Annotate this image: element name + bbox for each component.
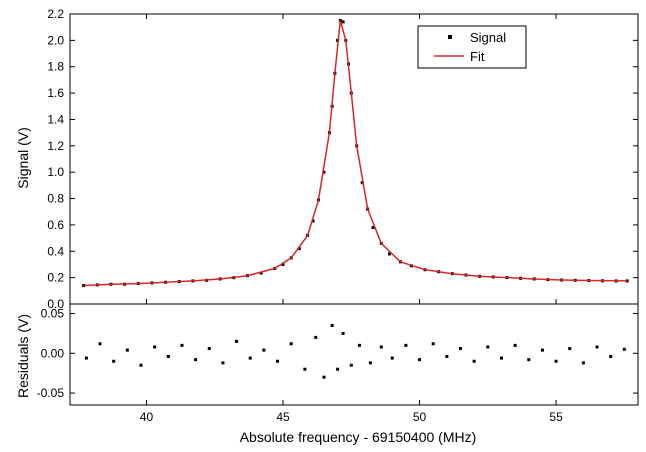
residual-point bbox=[341, 331, 345, 335]
main-y-tick-label: 0.8 bbox=[47, 192, 64, 206]
main-y-tick-label: 2.2 bbox=[47, 7, 64, 21]
residuals-y-tick-label: 0.00 bbox=[41, 346, 65, 360]
residual-point bbox=[379, 345, 383, 349]
main-y-tick-label: 0.6 bbox=[47, 218, 64, 232]
residual-point bbox=[303, 367, 307, 371]
residual-point bbox=[568, 347, 572, 351]
residual-point bbox=[166, 354, 170, 358]
signal-point bbox=[388, 252, 391, 256]
signal-point bbox=[259, 271, 263, 275]
residual-point bbox=[431, 342, 435, 346]
residual-point bbox=[418, 358, 422, 362]
residual-point bbox=[513, 343, 517, 347]
x-tick-label: 45 bbox=[276, 410, 290, 424]
legend-box bbox=[417, 25, 527, 69]
residuals-axis-ticks: -0.05 0.00 0.05 40 45 50 55 bbox=[37, 307, 638, 424]
residual-point bbox=[248, 356, 252, 360]
x-axis-title: Absolute frequency - 69150400 (MHz) bbox=[240, 429, 477, 445]
main-y-tick-label: 0.4 bbox=[47, 244, 64, 258]
residuals-y-tick-label: -0.05 bbox=[37, 386, 65, 400]
residual-point bbox=[609, 354, 613, 358]
main-y-tick-label: 1.0 bbox=[47, 165, 64, 179]
residual-point bbox=[98, 342, 102, 346]
fit-line bbox=[83, 20, 628, 287]
residual-point bbox=[459, 347, 462, 351]
residuals-y-axis-title: Residuals (V) bbox=[15, 314, 31, 398]
main-y-tick-label: 2.0 bbox=[47, 33, 64, 47]
main-y-axis-title: Signal (V) bbox=[15, 127, 31, 188]
residual-point bbox=[330, 323, 334, 327]
residual-point bbox=[112, 359, 116, 363]
legend-fit-label: Fit bbox=[470, 49, 485, 64]
residual-point bbox=[527, 358, 531, 362]
residual-point bbox=[276, 359, 280, 363]
residual-point bbox=[262, 348, 266, 352]
residual-point bbox=[180, 343, 184, 347]
residual-point bbox=[472, 359, 476, 363]
x-tick-label: 40 bbox=[140, 410, 154, 424]
residual-point bbox=[357, 343, 361, 347]
legend: Signal Fit bbox=[417, 25, 527, 69]
residual-point bbox=[207, 347, 211, 351]
signal-point bbox=[322, 170, 326, 174]
signal-point bbox=[371, 226, 375, 230]
residual-point bbox=[314, 335, 318, 339]
x-tick-label: 55 bbox=[549, 410, 563, 424]
residual-point bbox=[540, 348, 544, 352]
signal-point bbox=[341, 20, 345, 24]
residual-point bbox=[289, 342, 293, 346]
main-y-tick-label: 1.6 bbox=[47, 86, 64, 100]
x-tick-label: 50 bbox=[413, 410, 427, 424]
residual-point bbox=[595, 345, 599, 349]
residuals-plot-frame bbox=[69, 303, 639, 406]
residual-point bbox=[622, 347, 626, 351]
residual-point bbox=[139, 363, 143, 367]
main-plot-frame bbox=[69, 13, 639, 305]
residual-point bbox=[336, 367, 340, 371]
signal-point bbox=[360, 181, 364, 185]
residual-point bbox=[581, 361, 585, 365]
legend-signal-label: Signal bbox=[470, 30, 506, 45]
main-y-tick-label: 0.0 bbox=[47, 297, 64, 311]
residual-point bbox=[235, 339, 239, 343]
residual-point bbox=[125, 348, 129, 352]
signal-point bbox=[281, 262, 285, 266]
residual-point bbox=[368, 361, 372, 365]
residual-point bbox=[153, 345, 157, 349]
residuals-y-tick-label: 0.05 bbox=[41, 307, 65, 321]
main-y-tick-label: 1.2 bbox=[47, 139, 64, 153]
legend-signal-marker bbox=[448, 35, 452, 39]
residual-point bbox=[486, 345, 490, 349]
main-plot-marks bbox=[82, 19, 629, 288]
residual-point bbox=[404, 343, 408, 347]
signal-point bbox=[297, 247, 301, 251]
residual-point bbox=[221, 361, 225, 365]
residual-point bbox=[445, 354, 449, 358]
main-y-tick-label: 0.2 bbox=[47, 271, 64, 285]
residuals-plot-marks bbox=[84, 323, 626, 379]
residual-point bbox=[194, 358, 198, 362]
residual-point bbox=[390, 356, 394, 360]
main-y-tick-label: 1.8 bbox=[47, 60, 64, 74]
residual-point bbox=[499, 356, 503, 360]
signal-point bbox=[311, 219, 315, 223]
residual-point bbox=[322, 375, 326, 379]
residual-point bbox=[84, 356, 88, 360]
signal-point bbox=[82, 284, 86, 288]
residual-point bbox=[349, 363, 353, 367]
main-y-tick-label: 1.4 bbox=[47, 112, 64, 126]
residual-point bbox=[554, 359, 558, 363]
main-axis-ticks: 0.0 0.2 0.4 0.6 0.8 1.0 1.2 1.4 1.6 1.8 2.0 2.2 bbox=[47, 7, 638, 311]
